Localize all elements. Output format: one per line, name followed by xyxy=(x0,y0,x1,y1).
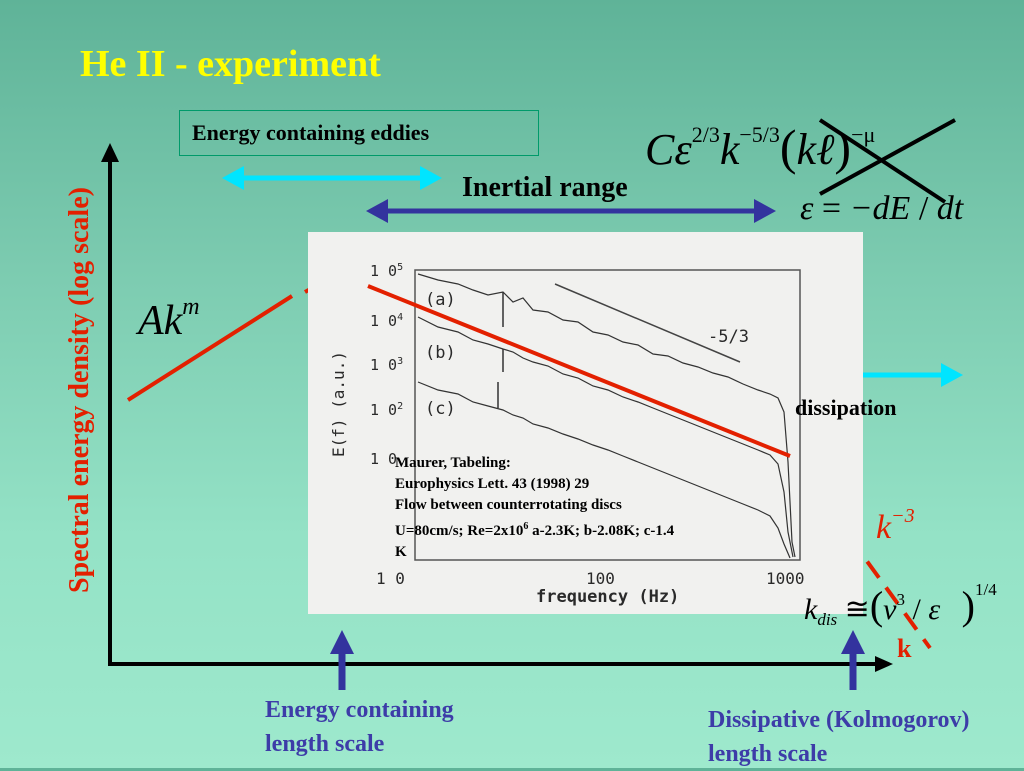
inset-ytick-5: 1 0 xyxy=(370,450,397,468)
inset-ytick-4: 1 02 xyxy=(370,401,403,419)
inset-xtick-1000: 1000 xyxy=(766,569,805,588)
slide-title: He II - experiment xyxy=(80,43,381,85)
inset-x-label: frequency (Hz) xyxy=(536,587,679,607)
inertial-range-arrow xyxy=(366,199,776,223)
x-axis-label: k xyxy=(897,634,912,663)
inset-xtick-10: 1 0 xyxy=(376,569,405,588)
inset-xtick-100: 100 xyxy=(586,569,615,588)
x-axis-arrowhead xyxy=(875,656,893,672)
citation-line-5: K xyxy=(395,544,407,560)
citation-line-3: Flow between counterrotating discs xyxy=(395,497,622,513)
cross-out-mark xyxy=(818,118,956,204)
citation-line-1: Maurer, Tabeling: xyxy=(395,455,511,471)
citation-block: Maurer, Tabeling: Europhysics Lett. 43 (… xyxy=(395,453,775,563)
formula-akm: Akm xyxy=(138,294,200,344)
inset-y-label: E(f) (a.u.) xyxy=(329,351,348,457)
dissipative-length-scale-arrow xyxy=(841,630,865,690)
formula-top: Cε2/3k−5/3(kℓ)−μ xyxy=(645,119,876,175)
y-axis-label: Spectral energy density (log scale) xyxy=(64,187,95,593)
inset-curve-a: (a) xyxy=(425,290,456,310)
citation-line-2: Europhysics Lett. 43 (1998) 29 xyxy=(395,476,590,492)
inset-curve-c: (c) xyxy=(425,399,456,419)
inertial-range-label: Inertial range xyxy=(462,172,628,203)
inset-ytick-3: 1 03 xyxy=(370,356,403,374)
energy-eddies-box: Energy containing eddies xyxy=(179,110,539,156)
inset-ytick-2: 1 04 xyxy=(370,312,403,330)
akm-line xyxy=(126,294,294,402)
formula-kdis: kdis ≅(ν3 / ε )1/4 xyxy=(804,580,997,629)
formula-epsilon: ε = −dE / dt xyxy=(800,190,964,227)
dissipation-label: dissipation xyxy=(795,395,897,420)
inset-ytick-1: 1 05 xyxy=(370,262,403,280)
inset-slope-label: -5/3 xyxy=(708,327,749,347)
inset-curve-b: (b) xyxy=(425,343,456,363)
energy-containing-arrow xyxy=(222,166,442,190)
energy-length-scale-arrow xyxy=(330,630,354,690)
citation-line-4: U=80cm/s; Re=2x106 a-2.3K; b-2.08K; c-1.… xyxy=(395,521,675,539)
dissipative-length-scale-label: Dissipative (Kolmogorov) length scale xyxy=(708,707,970,767)
formula-k3: k−3 xyxy=(876,505,915,546)
energy-length-scale-label: Energy containing length scale xyxy=(265,697,454,757)
y-axis-arrowhead xyxy=(101,143,119,162)
